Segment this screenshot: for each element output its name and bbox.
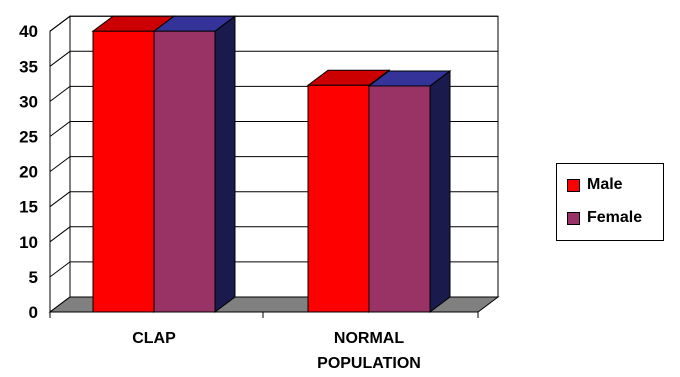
y-tick-label: 35 <box>19 57 38 76</box>
bar-side <box>429 69 451 313</box>
bar-female-0 <box>152 15 237 313</box>
y-tick-label: 40 <box>19 22 38 41</box>
y-tick-label: 10 <box>19 233 38 252</box>
y-tick-label: 25 <box>19 128 38 147</box>
legend-swatch-female <box>567 211 580 225</box>
gridline-side <box>49 226 71 243</box>
legend-item-male: Male <box>567 176 623 194</box>
y-tick-label: 30 <box>19 92 38 111</box>
x-category-label: POPULATION <box>317 355 421 372</box>
legend-label-female: Female <box>587 209 643 226</box>
bar-front <box>153 30 216 313</box>
gridline-side <box>49 50 71 67</box>
gridline-side <box>49 156 71 173</box>
bar-front <box>307 84 370 313</box>
bar-front <box>92 30 155 313</box>
bar-side <box>214 15 236 313</box>
gridline-side <box>49 261 71 278</box>
legend-label-male: Male <box>587 176 623 193</box>
y-axis-ticks: 0 5 10 15 20 25 30 35 40 <box>19 22 38 322</box>
bars <box>91 15 452 313</box>
x-category-label: NORMAL <box>334 330 404 347</box>
bar-front <box>368 85 431 313</box>
y-tick-label: 0 <box>29 303 38 322</box>
legend-swatch-male <box>567 178 580 192</box>
legend: Male Female <box>556 163 664 241</box>
gridline-side <box>49 15 71 32</box>
y-tick-label: 15 <box>19 198 38 217</box>
bar-female-1 <box>367 69 452 313</box>
x-axis-labels: CLAP NORMAL POPULATION <box>132 330 421 372</box>
y-tick-label: 20 <box>19 163 38 182</box>
x-category-label: CLAP <box>132 330 176 347</box>
gridline-side <box>49 191 71 208</box>
legend-item-female: Female <box>567 209 642 227</box>
gridline-side <box>49 86 71 102</box>
gridline-side <box>49 121 71 137</box>
y-tick-label: 5 <box>29 268 38 287</box>
